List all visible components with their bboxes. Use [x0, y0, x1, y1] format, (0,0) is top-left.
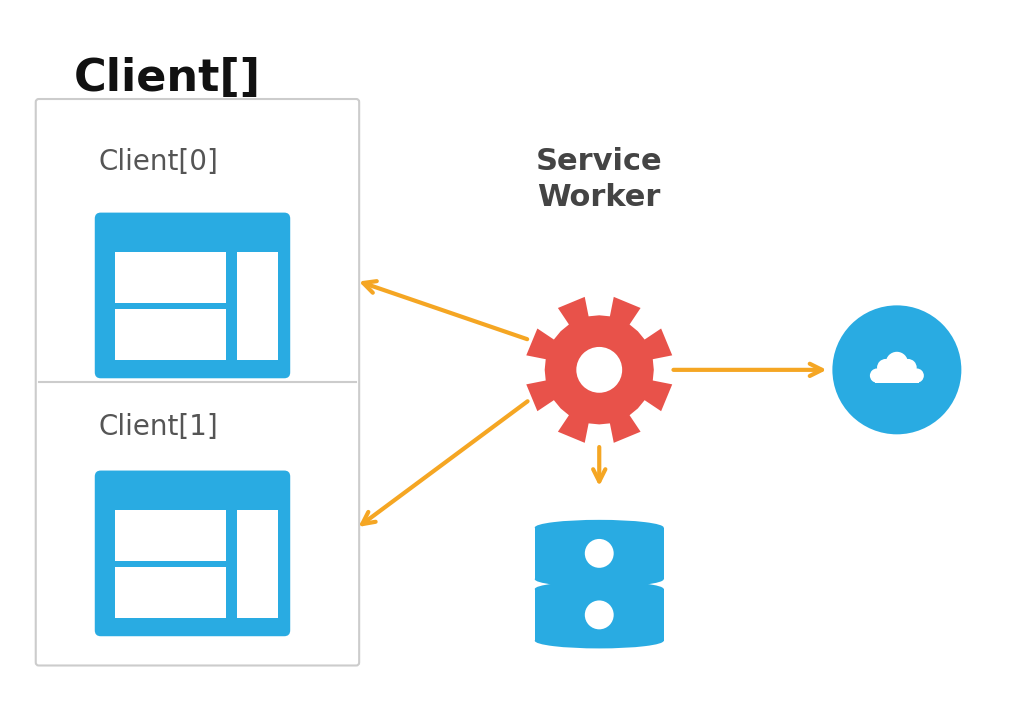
Bar — [237, 253, 278, 360]
Circle shape — [585, 600, 614, 629]
Circle shape — [547, 318, 651, 422]
Text: Client[]: Client[] — [74, 58, 261, 100]
Ellipse shape — [534, 571, 664, 587]
Circle shape — [886, 352, 908, 374]
FancyBboxPatch shape — [95, 213, 290, 378]
Ellipse shape — [534, 581, 664, 597]
Text: Client[0]: Client[0] — [98, 147, 218, 176]
Bar — [115, 310, 225, 360]
Bar — [875, 369, 919, 383]
Text: Client[1]: Client[1] — [98, 413, 218, 442]
FancyBboxPatch shape — [35, 99, 360, 665]
Circle shape — [910, 369, 924, 383]
Bar — [115, 253, 225, 303]
Bar — [534, 528, 664, 579]
Circle shape — [877, 359, 895, 376]
Circle shape — [870, 369, 884, 383]
Circle shape — [585, 539, 614, 568]
Circle shape — [899, 359, 917, 376]
Polygon shape — [526, 297, 673, 443]
FancyBboxPatch shape — [95, 470, 290, 636]
Text: Service
Worker: Service Worker — [536, 147, 663, 211]
Ellipse shape — [534, 633, 664, 649]
Bar — [115, 510, 225, 561]
Ellipse shape — [534, 520, 664, 536]
Bar — [237, 510, 278, 618]
Bar — [115, 567, 225, 618]
Circle shape — [577, 347, 622, 392]
Bar — [534, 589, 664, 641]
Circle shape — [832, 305, 962, 435]
